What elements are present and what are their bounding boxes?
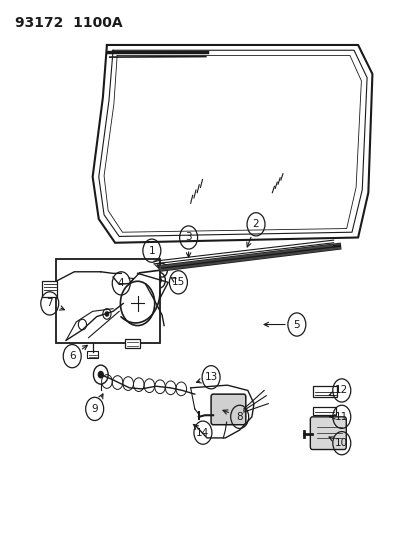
Bar	[313, 407, 335, 415]
Text: 11: 11	[335, 412, 348, 422]
Text: 10: 10	[335, 438, 347, 448]
Bar	[313, 386, 336, 397]
Text: 13: 13	[204, 372, 217, 382]
Text: 1: 1	[148, 246, 155, 256]
Bar	[56, 259, 160, 343]
Circle shape	[157, 278, 161, 283]
Text: 8: 8	[236, 412, 242, 422]
Bar	[87, 351, 98, 358]
Text: 6: 6	[69, 351, 75, 361]
Text: 12: 12	[335, 385, 348, 395]
FancyBboxPatch shape	[211, 394, 245, 425]
Circle shape	[105, 312, 108, 316]
Text: 9: 9	[91, 404, 98, 414]
Text: 93172  1100A: 93172 1100A	[15, 16, 122, 30]
Text: 4: 4	[118, 278, 124, 288]
FancyBboxPatch shape	[310, 417, 345, 449]
Text: 15: 15	[171, 277, 185, 287]
Text: 7: 7	[46, 298, 53, 309]
Bar	[41, 281, 57, 296]
Text: 2: 2	[252, 219, 259, 229]
Circle shape	[136, 269, 142, 277]
Text: 14: 14	[196, 427, 209, 438]
Bar	[125, 339, 139, 348]
Text: 3: 3	[185, 232, 192, 243]
Text: 5: 5	[293, 319, 299, 329]
Circle shape	[98, 372, 103, 378]
